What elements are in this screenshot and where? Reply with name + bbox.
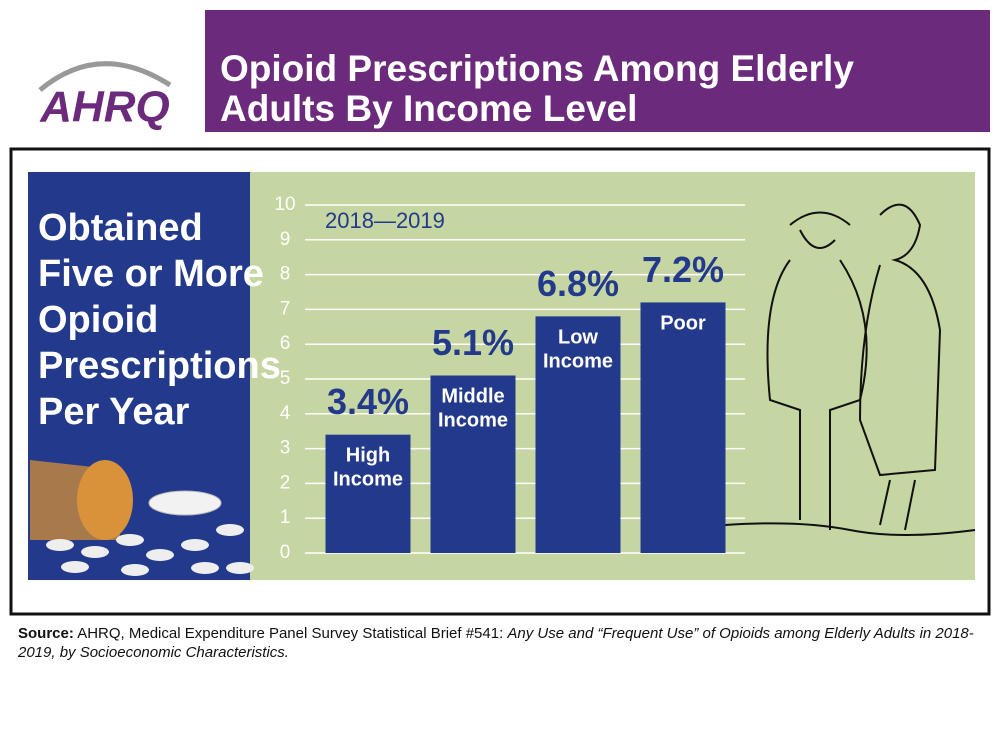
header-band (205, 10, 990, 132)
bar (535, 316, 621, 553)
y-tick-label: 9 (280, 229, 291, 250)
chart: Opioid Prescriptions Among Elderly Adults… (9, 10, 991, 616)
y-tick-label: 2 (280, 472, 291, 493)
logo-arc (38, 61, 172, 92)
y-tick-label: 3 (280, 438, 291, 459)
value-label: 7.2% (642, 249, 724, 290)
y-tick-label: 0 (280, 542, 291, 563)
category-label: High Income (333, 445, 403, 491)
couple-illustration (724, 203, 976, 536)
y-tick-label: 5 (280, 368, 291, 389)
source-text: AHRQ, Medical Expenditure Panel Survey S… (77, 625, 504, 642)
logo: AHRQ (39, 83, 170, 132)
chart-title: Opioid Prescriptions Among Elderly Adults… (220, 48, 854, 129)
category-label: Low Income (543, 327, 613, 373)
side-title: Obtained Five or More Opioid Prescriptions P… (38, 207, 281, 433)
y-tick-label: 1 (280, 507, 291, 528)
source-title: Any Use and “Frequent Use” of Opioids am… (18, 625, 974, 661)
frame (9, 147, 991, 616)
value-label: 3.4% (327, 381, 409, 422)
source-label: Source: (18, 625, 74, 642)
category-label: Middle Income (438, 386, 508, 432)
bar (640, 302, 726, 553)
value-label: 5.1% (432, 322, 514, 363)
y-tick-label: 6 (280, 333, 291, 354)
y-tick-label: 4 (280, 403, 291, 424)
bar (430, 375, 516, 553)
chart-subtitle: 2018—2019 (325, 208, 445, 233)
pills (30, 460, 254, 576)
bar (325, 434, 411, 553)
y-tick-label: 8 (280, 264, 291, 285)
category-label: Poor (660, 313, 706, 335)
y-tick-label: 10 (274, 194, 295, 215)
y-tick-label: 7 (280, 298, 291, 319)
source-note: Source: AHRQ, Medical Expenditure Panel … (18, 624, 978, 662)
value-label: 6.8% (537, 263, 619, 304)
